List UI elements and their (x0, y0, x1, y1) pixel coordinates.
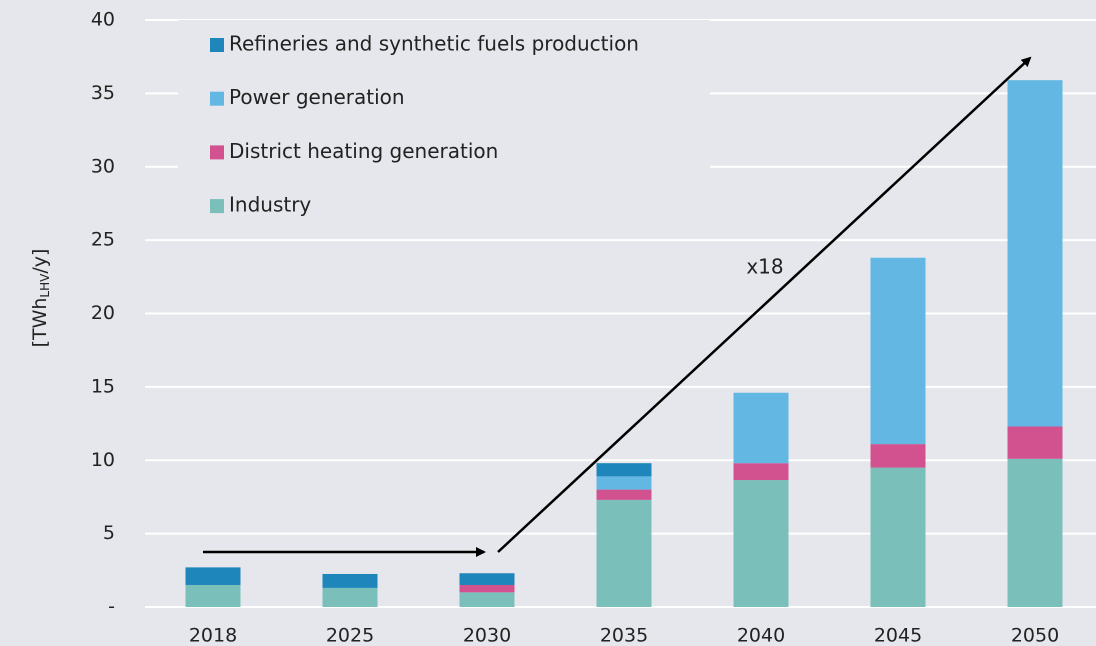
x-tick-label: 2050 (1011, 625, 1059, 646)
bar-segment (596, 499, 652, 607)
y-axis-label: [TWhLHV/y] (29, 249, 52, 348)
bar-segment (596, 489, 652, 500)
bar-segment (733, 392, 789, 464)
legend-background (178, 20, 710, 232)
bar-segment (596, 463, 652, 477)
bar-segment (733, 463, 789, 481)
legend-swatch (210, 199, 224, 214)
bar-segment (870, 467, 926, 607)
legend-swatch (210, 91, 224, 106)
y-tick-label: 5 (103, 522, 115, 544)
bar-segment (185, 567, 241, 585)
bar-segment (459, 573, 515, 585)
bar-segment (322, 573, 378, 588)
legend-swatch (210, 145, 224, 160)
y-tick-label: 25 (91, 229, 115, 251)
x-tick-label: 2035 (600, 625, 648, 646)
bar-segment (185, 584, 241, 607)
y-tick-label: 20 (91, 302, 115, 324)
x-tick-label: 2025 (326, 625, 374, 646)
y-tick-label: 15 (91, 375, 115, 397)
y-axis-label-part: [TWh (29, 298, 51, 348)
bar-segment (596, 476, 652, 490)
y-axis-label-part: /y] (29, 249, 51, 274)
y-tick-label: - (108, 596, 115, 618)
legend-label: Industry (229, 193, 311, 217)
y-tick-label: 10 (91, 449, 115, 471)
bar-segment (1007, 426, 1063, 459)
x-tick-label: 2040 (737, 625, 785, 646)
legend-label: District heating generation (229, 139, 498, 163)
annotation: x18 (746, 255, 783, 279)
x-tick-label: 2045 (874, 625, 922, 646)
legend-label: Power generation (229, 85, 405, 109)
y-tick-label: 30 (91, 155, 115, 177)
x-tick-label: 2018 (189, 625, 237, 646)
bar-segment (459, 592, 515, 607)
bar-segment (1007, 458, 1063, 607)
bars (185, 80, 1063, 607)
y-tick-label: 35 (91, 82, 115, 104)
y-axis-label-subscript: LHV (38, 273, 52, 298)
x-tick-label: 2030 (463, 625, 511, 646)
bar-segment (459, 584, 515, 593)
bar-segment (322, 587, 378, 607)
arrow (497, 56, 1032, 553)
bar-segment (1007, 80, 1063, 427)
bar-segment (870, 444, 926, 468)
legend-swatch (210, 38, 224, 52)
bar-segment (870, 257, 926, 445)
legend-label: Refineries and synthetic fuels productio… (229, 32, 639, 56)
bar-segment (733, 480, 789, 607)
y-tick-label: 40 (91, 9, 115, 31)
